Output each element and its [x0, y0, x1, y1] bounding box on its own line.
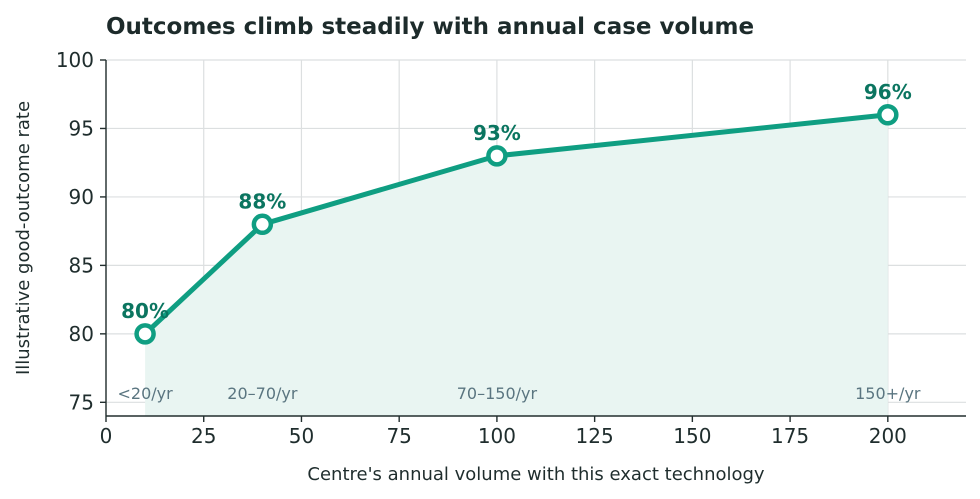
x-tick-label-200: 200 — [869, 424, 907, 448]
x-tick-label-150: 150 — [673, 424, 711, 448]
data-label-3: 96% — [864, 80, 912, 104]
y-tick-label-100: 100 — [56, 48, 94, 72]
data-point-1 — [251, 213, 274, 236]
data-labels: 80% 88% 93% 96% — [121, 80, 912, 323]
data-point-3 — [877, 104, 899, 126]
y-tick-label-95: 95 — [69, 116, 94, 140]
chart-title: Outcomes climb steadily with annual case… — [106, 14, 754, 40]
x-tick-label-175: 175 — [771, 424, 809, 448]
band-label-3: 150+/yr — [855, 384, 921, 403]
data-label-1: 88% — [238, 189, 286, 213]
data-point-2 — [486, 145, 508, 167]
band-label-0: <20/yr — [117, 384, 173, 403]
y-tick-label-90: 90 — [69, 185, 94, 209]
data-label-0: 80% — [121, 299, 169, 323]
y-axis-ticks: 75 80 85 90 95 100 — [56, 48, 106, 414]
x-tick-label-125: 125 — [576, 424, 614, 448]
band-labels: <20/yr 20–70/yr 70–150/yr 150+/yr — [117, 384, 920, 403]
x-axis-label: Centre's annual volume with this exact t… — [307, 464, 765, 485]
data-label-2: 93% — [473, 121, 521, 145]
series-line — [142, 112, 891, 337]
x-axis-ticks: 0 25 50 75 100 125 150 175 200 — [100, 416, 907, 448]
band-label-2: 70–150/yr — [457, 384, 538, 403]
x-tick-label-100: 100 — [478, 424, 516, 448]
x-tick-label-0: 0 — [100, 424, 113, 448]
x-tick-label-75: 75 — [386, 424, 411, 448]
x-tick-label-50: 50 — [289, 424, 314, 448]
y-tick-label-80: 80 — [69, 322, 94, 346]
x-tick-label-25: 25 — [191, 424, 216, 448]
data-point-0 — [134, 323, 156, 345]
band-label-1: 20–70/yr — [227, 384, 298, 403]
y-axis-label: Illustrative good-outcome rate — [13, 101, 34, 375]
y-tick-label-85: 85 — [69, 253, 94, 277]
y-tick-label-75: 75 — [69, 390, 94, 414]
area-fill — [145, 114, 888, 417]
data-points — [134, 104, 899, 345]
axes — [105, 60, 966, 417]
